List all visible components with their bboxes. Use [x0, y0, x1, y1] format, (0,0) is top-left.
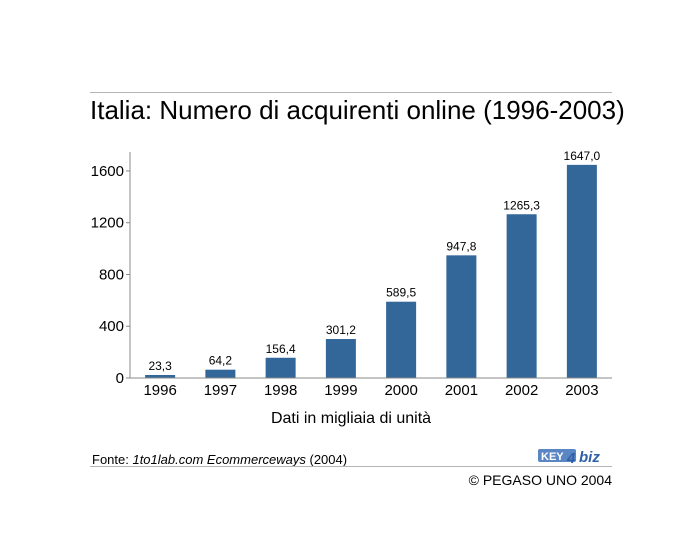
- bar-2001: [446, 255, 477, 378]
- y-tick-label-800: 800: [99, 266, 124, 283]
- bar-1997: [205, 369, 236, 378]
- bar-2002: [506, 214, 537, 378]
- data-label-2000: 589,5: [386, 286, 416, 300]
- chart-title: Italia: Numero di acquirenti online (199…: [90, 95, 625, 125]
- bar-1999: [325, 339, 356, 378]
- data-label-2003: 1647,0: [564, 149, 601, 163]
- data-label-2001: 947,8: [446, 239, 476, 253]
- data-label-1997: 64,2: [209, 354, 233, 368]
- y-axis: 0 400 800 1200 1600: [91, 152, 131, 387]
- svg-text:KEY: KEY: [541, 451, 564, 463]
- data-label-1998: 156,4: [266, 342, 296, 356]
- footer-rule: [90, 466, 612, 467]
- source-note: Fonte: 1to1lab.com Ecommerceways (2004): [92, 452, 347, 467]
- x-tick-label-1999: 1999: [324, 382, 357, 399]
- y-tick-label-1200: 1200: [91, 215, 124, 232]
- key4biz-logo: KEY 4 biz: [538, 449, 600, 466]
- x-tick-label-1996: 1996: [143, 382, 176, 399]
- data-label-1996: 23,3: [148, 359, 172, 373]
- x-tick-label-1998: 1998: [264, 382, 297, 399]
- data-labels-group: 23,3 64,2 156,4 301,2 589,5 947,8 1265,3 1647,0: [148, 149, 600, 373]
- y-tick-label-0: 0: [116, 370, 124, 387]
- svg-text:4: 4: [566, 450, 576, 466]
- x-tick-label-2001: 2001: [445, 382, 478, 399]
- title-top-rule: [90, 92, 612, 93]
- x-axis: 1996 1997 1998 1999 2000 2001 2002 2003: [130, 377, 612, 399]
- copyright-text: © PEGASO UNO 2004: [468, 472, 612, 488]
- x-tick-label-2002: 2002: [505, 382, 538, 399]
- x-tick-label-1997: 1997: [204, 382, 237, 399]
- bars-group: [145, 164, 597, 378]
- svg-text:biz: biz: [579, 449, 600, 466]
- y-tick-label-1600: 1600: [91, 163, 124, 180]
- y-tick-label-400: 400: [99, 318, 124, 335]
- source-prefix: Fonte:: [92, 452, 133, 467]
- bar-1996: [145, 374, 176, 378]
- bar-1998: [265, 357, 296, 378]
- source-suffix: (2004): [305, 452, 348, 467]
- x-tick-label-2000: 2000: [384, 382, 417, 399]
- data-label-1999: 301,2: [326, 323, 356, 337]
- bar-2000: [386, 301, 417, 378]
- x-axis-caption: Dati in migliaia di unità: [270, 410, 432, 427]
- bar-2003: [566, 164, 597, 378]
- source-work: 1to1lab.com Ecommerceways: [132, 452, 306, 467]
- x-tick-label-2003: 2003: [565, 382, 598, 399]
- data-label-2002: 1265,3: [503, 198, 540, 212]
